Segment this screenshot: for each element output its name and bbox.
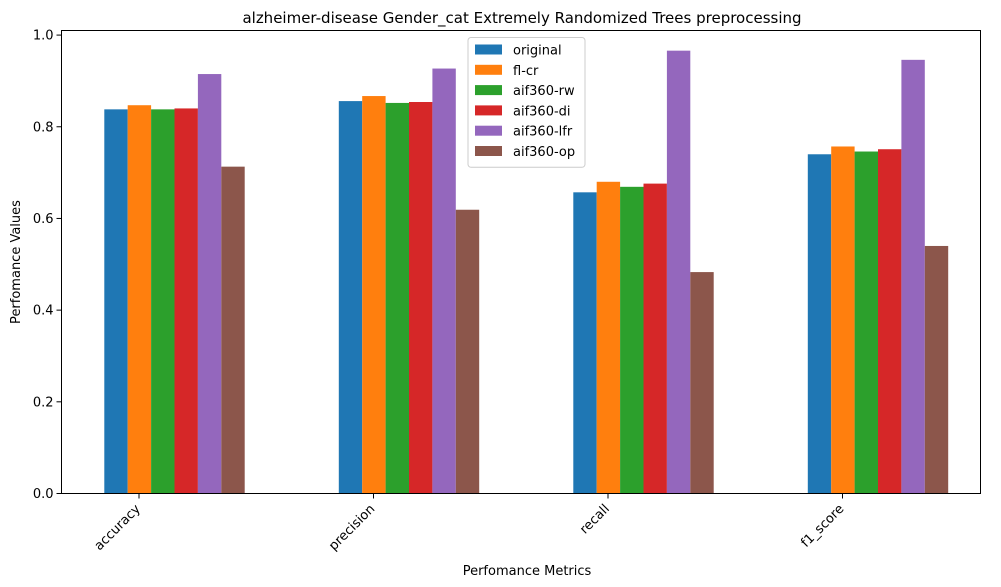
x-tick-label: precision (326, 502, 378, 554)
bar-aif360-lfr-precision (432, 68, 456, 494)
x-tick-label: recall (577, 502, 613, 538)
bar-aif360-rw-recall (620, 186, 644, 494)
y-tick-label: 0.0 (33, 487, 54, 502)
bar-aif360-di-accuracy (174, 108, 198, 494)
bar-fl-cr-recall (596, 181, 621, 494)
legend-swatch-aif360-di (475, 105, 502, 116)
legend-swatch-original (475, 44, 502, 55)
plot-frame (61, 30, 981, 494)
legend-label-aif360-lfr: aif360-lfr (513, 125, 573, 140)
y-axis: 0.0 0.2 0.4 0.6 0.8 1.0 (33, 29, 62, 502)
bar-original-accuracy (104, 109, 128, 494)
bar-original-precision (338, 101, 363, 494)
bar-aif360-lfr-f1_score (901, 59, 925, 494)
y-tick-label: 1.0 (33, 29, 54, 44)
bar-aif360-rw-precision (385, 102, 409, 494)
bar-original-recall (573, 192, 597, 494)
bar-aif360-op-precision (455, 209, 480, 494)
bar-aif360-op-f1_score (924, 245, 949, 494)
bar-aif360-di-recall (643, 183, 667, 494)
bar-aif360-op-accuracy (221, 166, 245, 494)
legend: original fl-cr aif360-rw aif360-di aif360-lf… (467, 37, 586, 168)
x-tick-label: accuracy (92, 502, 144, 554)
y-tick-label: 0.2 (33, 395, 54, 410)
x-tick-label: f1_score (798, 502, 847, 551)
bar-aif360-lfr-recall (666, 50, 691, 494)
bar-aif360-rw-f1_score (854, 151, 878, 494)
legend-swatch-fl-cr (475, 64, 502, 75)
plot-area: 0.0 0.2 0.4 0.6 0.8 1.0 accuracy precision reca… (33, 29, 981, 554)
bar-fl-cr-f1_score (831, 146, 855, 494)
legend-swatch-aif360-lfr (475, 125, 502, 136)
bar-aif360-lfr-accuracy (197, 74, 222, 494)
legend-label-aif360-op: aif360-op (513, 145, 575, 160)
y-axis-label: Perfomance Values (9, 200, 24, 324)
legend-swatch-aif360-rw (475, 85, 502, 96)
bar-fl-cr-precision (362, 96, 386, 494)
x-axis-label: Perfomance Metrics (463, 564, 592, 579)
bars-group (104, 50, 949, 494)
y-tick-label: 0.6 (33, 212, 54, 227)
legend-label-fl-cr: fl-cr (513, 64, 539, 79)
y-tick-label: 0.8 (33, 120, 54, 135)
bar-aif360-rw-accuracy (151, 109, 175, 494)
legend-label-original: original (513, 44, 562, 59)
legend-label-aif360-rw: aif360-rw (513, 84, 575, 99)
x-axis: accuracy precision recall f1_score (92, 493, 847, 554)
bar-fl-cr-accuracy (127, 105, 152, 494)
legend-label-aif360-di: aif360-di (513, 104, 571, 119)
bar-aif360-op-recall (690, 272, 714, 494)
bar-aif360-di-f1_score (878, 149, 902, 494)
legend-swatch-aif360-op (475, 146, 502, 156)
chart-title: alzheimer-disease Gender_cat Extremely R… (242, 9, 801, 28)
bar-original-f1_score (807, 154, 832, 494)
y-tick-label: 0.4 (33, 304, 54, 319)
bar-aif360-di-precision (409, 102, 433, 494)
